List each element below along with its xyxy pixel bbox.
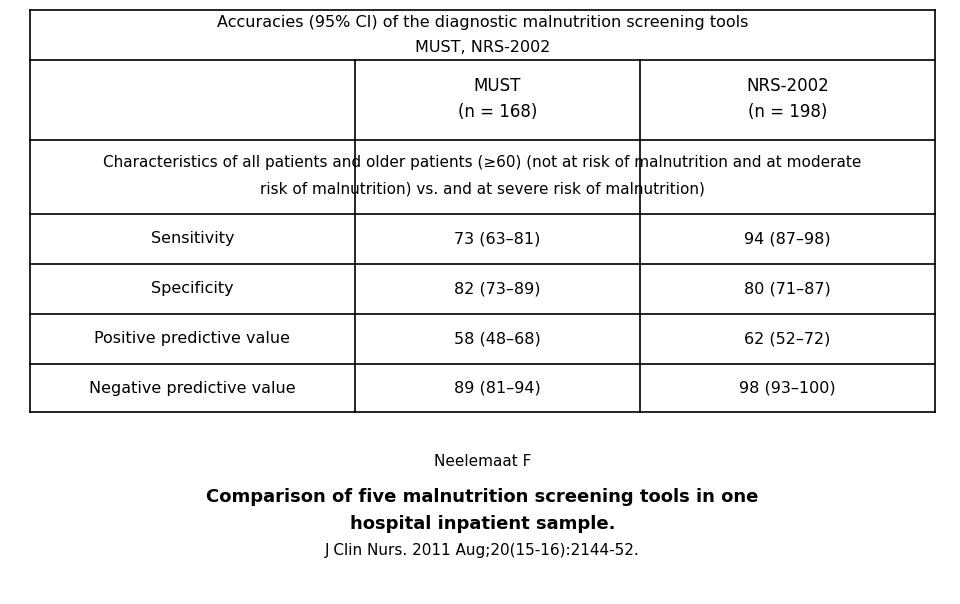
Text: Sensitivity: Sensitivity [151,231,234,246]
Text: 73 (63–81): 73 (63–81) [454,231,540,246]
Text: MUST: MUST [474,77,521,95]
Text: Neelemaat F: Neelemaat F [434,454,531,469]
Text: 62 (52–72): 62 (52–72) [744,332,830,347]
Text: Specificity: Specificity [151,281,234,297]
Text: Accuracies (95% CI) of the diagnostic malnutrition screening tools: Accuracies (95% CI) of the diagnostic ma… [217,16,748,30]
Text: 58 (48–68): 58 (48–68) [454,332,540,347]
Text: risk of malnutrition) vs. and at severe risk of malnutrition): risk of malnutrition) vs. and at severe … [260,181,705,196]
Text: Comparison of five malnutrition screening tools in one: Comparison of five malnutrition screenin… [206,488,758,506]
Text: 94 (87–98): 94 (87–98) [744,231,830,246]
Text: Positive predictive value: Positive predictive value [94,332,291,347]
Text: Negative predictive value: Negative predictive value [89,381,296,396]
Text: hospital inpatient sample.: hospital inpatient sample. [349,515,615,533]
Text: (n = 198): (n = 198) [748,103,828,121]
Text: Characteristics of all patients and older patients (≥60) (not at risk of malnutr: Characteristics of all patients and olde… [104,155,862,170]
Text: J Clin Nurs. 2011 Aug;20(15-16):2144-52.: J Clin Nurs. 2011 Aug;20(15-16):2144-52. [325,542,640,557]
Text: MUST, NRS-2002: MUST, NRS-2002 [415,39,550,54]
Text: 98 (93–100): 98 (93–100) [739,381,836,396]
Text: 80 (71–87): 80 (71–87) [744,281,830,297]
Text: 82 (73–89): 82 (73–89) [454,281,540,297]
Text: 89 (81–94): 89 (81–94) [454,381,540,396]
Text: (n = 168): (n = 168) [458,103,538,121]
Text: NRS-2002: NRS-2002 [746,77,828,95]
